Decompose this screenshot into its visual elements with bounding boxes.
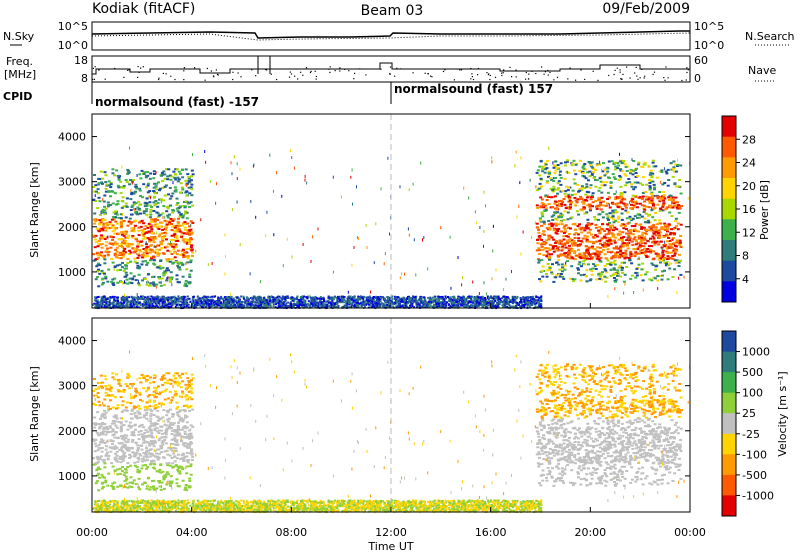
freq-trace bbox=[92, 62, 690, 75]
noise-left-tick-bottom: 10^0 bbox=[58, 39, 88, 52]
colorbar-tick-label: -1000 bbox=[742, 489, 774, 502]
colorbar-swatch bbox=[722, 351, 736, 373]
freq-left-tick-top: 18 bbox=[74, 54, 88, 67]
velocity-y-ticks: 1000 2000 3000 4000 bbox=[58, 335, 690, 483]
x-tick-label: 16:00 bbox=[475, 526, 507, 539]
y-tick-label: 4000 bbox=[58, 131, 86, 144]
y-tick-label: 1000 bbox=[58, 470, 86, 483]
noise-sky-trace bbox=[91, 30, 690, 39]
freq-label-top: Freq. bbox=[6, 55, 33, 68]
cpid-row: CPID normalsound (fast) -157 normalsound… bbox=[3, 82, 553, 109]
date-title: 09/Feb/2009 bbox=[602, 1, 690, 17]
x-axis-ticks: 00:00 04:00 08:00 12:00 16:00 20:00 00:00 bbox=[76, 303, 706, 539]
freq-left-tick-bottom: 8 bbox=[81, 72, 88, 85]
power-heatmap bbox=[92, 146, 690, 310]
colorbar-swatch bbox=[722, 413, 736, 435]
x-tick-label: 12:00 bbox=[375, 526, 407, 539]
cpid-segment-1: normalsound (fast) -157 bbox=[95, 95, 259, 109]
y-tick-label: 1000 bbox=[58, 266, 86, 279]
colorbar-swatch bbox=[722, 392, 736, 414]
power-colorbar: 28 24 20 16 12 8 4 bbox=[721, 115, 756, 303]
x-tick-label: 00:00 bbox=[76, 526, 108, 539]
cpid-segment-2: normalsound (fast) 157 bbox=[394, 82, 553, 96]
colorbar-swatch bbox=[722, 240, 736, 262]
noise-panel: N.Sky 10^5 10^0 10^5 10^0 N.Search bbox=[3, 20, 795, 52]
x-tick-label: 20:00 bbox=[574, 526, 606, 539]
colorbar-swatch bbox=[722, 178, 736, 200]
colorbar-swatch bbox=[722, 474, 736, 496]
colorbar-swatch bbox=[722, 136, 736, 158]
colorbar-swatch bbox=[722, 157, 736, 179]
velocity-colorbar: 1000 500 100 25 -25 -100 -500 -1000 bbox=[721, 330, 774, 517]
x-tick-label: 00:00 bbox=[674, 526, 706, 539]
x-axis-label: Time UT bbox=[367, 540, 413, 553]
station-title: Kodiak (fitACF) bbox=[92, 1, 195, 17]
colorbar-tick-label: -25 bbox=[742, 428, 760, 441]
noise-left-tick-top: 10^5 bbox=[58, 20, 88, 33]
velocity-panel: 1000 2000 3000 4000 Slant Range [km] 1000 50… bbox=[28, 317, 789, 517]
freq-panel: Freq. [MHz] 18 8 60 0 Nave bbox=[4, 54, 776, 85]
colorbar-tick-label: -500 bbox=[742, 469, 767, 482]
colorbar-tick-label: 20 bbox=[742, 180, 756, 193]
power-y-ticks: 1000 2000 3000 4000 bbox=[58, 131, 690, 279]
noise-right-tick-top: 10^5 bbox=[694, 20, 724, 33]
freq-right-tick-top: 60 bbox=[694, 54, 708, 67]
colorbar-swatch bbox=[722, 433, 736, 455]
colorbar-swatch bbox=[722, 495, 736, 517]
noise-right-tick-bottom: 10^0 bbox=[694, 39, 724, 52]
freq-right-tick-bottom: 0 bbox=[694, 72, 701, 85]
noise-left-label: N.Sky bbox=[3, 30, 35, 43]
colorbar-tick-label: 25 bbox=[742, 407, 756, 420]
noise-right-label: N.Search bbox=[745, 30, 795, 43]
colorbar-swatch bbox=[722, 116, 736, 138]
y-tick-label: 3000 bbox=[58, 176, 86, 189]
y-tick-label: 3000 bbox=[58, 380, 86, 393]
colorbar-tick-label: 4 bbox=[742, 273, 749, 286]
colorbar-tick-label: 12 bbox=[742, 226, 756, 239]
colorbar-tick-label: 24 bbox=[742, 157, 756, 170]
colorbar-tick-label: 28 bbox=[742, 133, 756, 146]
x-tick-label: 04:00 bbox=[176, 526, 208, 539]
velocity-colorbar-label: Velocity [m s⁻¹] bbox=[776, 371, 789, 456]
power-ylabel: Slant Range [km] bbox=[28, 162, 41, 258]
colorbar-swatch bbox=[722, 219, 736, 241]
x-tick-label: 08:00 bbox=[275, 526, 307, 539]
colorbar-swatch bbox=[722, 260, 736, 282]
colorbar-swatch bbox=[722, 198, 736, 220]
y-tick-label: 2000 bbox=[58, 221, 86, 234]
colorbar-swatch bbox=[722, 372, 736, 394]
colorbar-tick-label: 8 bbox=[742, 250, 749, 263]
nave-trace bbox=[92, 66, 689, 82]
colorbar-tick-label: 100 bbox=[742, 387, 763, 400]
cpid-label: CPID bbox=[3, 90, 32, 103]
colorbar-tick-label: 1000 bbox=[742, 346, 770, 359]
beam-title: Beam 03 bbox=[361, 3, 424, 19]
colorbar-tick-label: 500 bbox=[742, 366, 763, 379]
velocity-heatmap bbox=[92, 350, 690, 514]
power-colorbar-label: Power [dB] bbox=[758, 180, 771, 240]
nave-label: Nave bbox=[748, 64, 776, 77]
y-tick-label: 4000 bbox=[58, 335, 86, 348]
colorbar-swatch bbox=[722, 281, 736, 303]
y-tick-label: 2000 bbox=[58, 425, 86, 438]
colorbar-swatch bbox=[722, 331, 736, 353]
colorbar-tick-label: 16 bbox=[742, 203, 756, 216]
freq-label-bottom: [MHz] bbox=[4, 68, 36, 81]
colorbar-swatch bbox=[722, 454, 736, 476]
colorbar-tick-label: -100 bbox=[742, 448, 767, 461]
velocity-ylabel: Slant Range [km] bbox=[28, 366, 41, 462]
power-panel: 1000 2000 3000 4000 Slant Range [km] 28 24 20… bbox=[28, 113, 771, 310]
